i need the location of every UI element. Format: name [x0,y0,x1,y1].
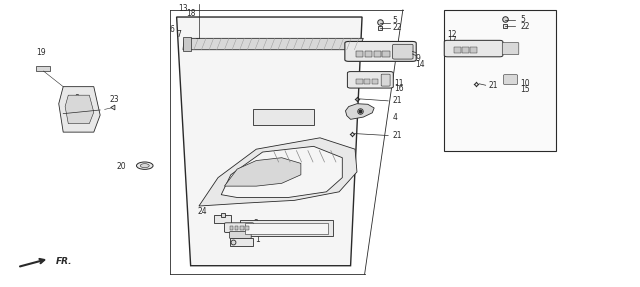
Text: 8: 8 [74,94,79,103]
Text: 7: 7 [176,30,181,39]
Circle shape [136,162,153,169]
FancyBboxPatch shape [444,40,503,57]
Text: 24: 24 [198,207,207,216]
Polygon shape [230,238,253,246]
Polygon shape [65,95,94,124]
Text: 22: 22 [393,23,402,32]
FancyBboxPatch shape [348,71,394,88]
Text: 12: 12 [447,30,457,39]
Bar [240,226,244,230]
Bar [372,79,378,84]
FancyBboxPatch shape [502,42,519,55]
Text: 4: 4 [393,113,397,123]
Text: 15: 15 [520,85,530,94]
Text: 5: 5 [393,16,397,25]
Bar [246,222,328,234]
Text: 21: 21 [488,81,498,90]
Text: 11: 11 [394,79,403,88]
Text: 3: 3 [253,219,259,228]
Polygon shape [346,104,374,119]
Bar [253,109,314,125]
Text: 23: 23 [109,95,119,104]
Bar [235,226,239,230]
Bar [36,66,51,71]
Bar [241,220,333,236]
Text: 13: 13 [179,4,188,13]
Bar [444,10,556,151]
Polygon shape [177,17,362,266]
Text: 10: 10 [520,79,530,88]
Polygon shape [225,158,301,186]
Bar [230,226,234,230]
Text: 1: 1 [255,235,260,244]
Text: 21: 21 [393,131,402,140]
Text: 19: 19 [36,48,46,57]
FancyBboxPatch shape [345,41,416,61]
Text: 5: 5 [520,15,525,24]
Polygon shape [183,38,191,51]
Polygon shape [221,146,342,197]
Bar [383,51,390,57]
Bar [214,215,232,223]
Text: 2: 2 [255,226,260,236]
Text: 22: 22 [520,22,529,31]
Polygon shape [183,38,364,50]
Bar [245,226,248,230]
Text: FR.: FR. [56,257,72,266]
Text: 14: 14 [415,60,425,69]
FancyBboxPatch shape [230,232,251,238]
Bar [364,79,371,84]
Text: 17: 17 [447,36,457,45]
Bar [365,51,372,57]
Text: 9: 9 [415,54,420,63]
Bar [454,47,461,53]
Text: 21: 21 [393,96,402,104]
Text: 18: 18 [186,9,196,18]
Bar [374,51,381,57]
FancyBboxPatch shape [381,74,390,86]
Polygon shape [59,87,100,132]
FancyBboxPatch shape [393,44,413,59]
Bar [470,47,477,53]
Bar [356,51,364,57]
Text: 6: 6 [170,25,175,34]
Text: 16: 16 [394,84,404,93]
FancyBboxPatch shape [504,75,518,84]
Bar [356,79,363,84]
FancyBboxPatch shape [225,223,253,232]
Text: 20: 20 [116,162,125,171]
Circle shape [140,164,149,168]
Bar [462,47,469,53]
Polygon shape [199,138,357,206]
